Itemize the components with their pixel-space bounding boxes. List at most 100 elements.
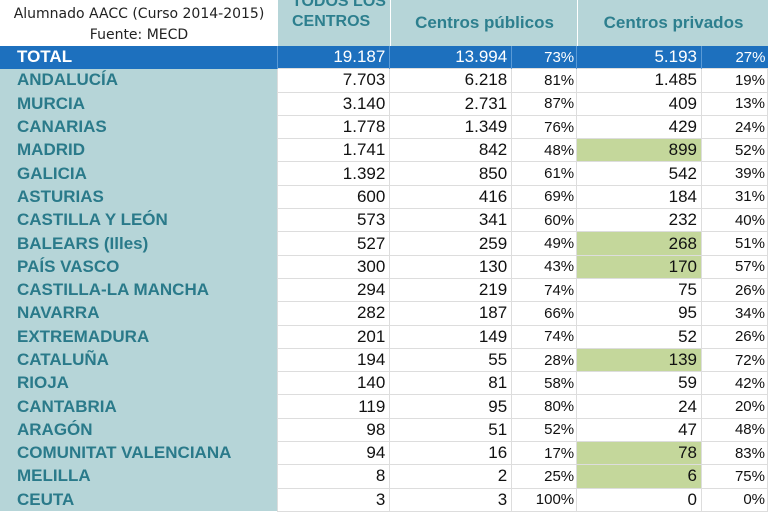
cell-privados-pct: 48% [701,417,768,443]
cell-todos: 19.187 [277,46,390,69]
table-row: COMUNITAT VALENCIANA 94 16 17% 78 83% [0,441,768,466]
row-name: CASTILLA Y LEÓN [0,208,278,232]
cell-privados: 5.193 [576,46,702,69]
cell-privados-pct: 13% [701,91,768,116]
cell-publicos-pct: 87% [511,91,578,116]
row-name: CANTABRIA [0,394,278,419]
cell-publicos-pct: 73% [511,46,577,69]
row-name: RIOJA [0,371,278,395]
cell-publicos-pct: 28% [511,347,578,373]
cell-todos: 201 [277,324,391,349]
cell-privados: 1.485 [576,68,703,93]
cell-privados-pct: 27% [701,46,768,69]
cell-privados-pct: 26% [701,277,768,303]
row-name: BALEARS (Illes) [0,231,278,256]
cell-todos: 527 [277,231,391,256]
cell-publicos-pct: 74% [511,324,578,349]
cell-privados: 429 [576,114,703,140]
cell-publicos-pct: 49% [511,231,578,256]
row-name: ANDALUCÍA [0,68,278,93]
cell-todos: 140 [277,371,391,396]
cell-publicos: 13.994 [389,46,512,69]
table-row: CANTABRIA 119 95 80% 24 20% [0,394,768,419]
cell-publicos: 187 [389,301,513,326]
cell-todos: 3.140 [277,91,391,116]
row-name: EXTREMADURA [0,325,278,349]
cell-todos: 1.741 [277,138,391,163]
table-row: CASTILLA-LA MANCHA 294 219 74% 75 26% [0,277,768,303]
cell-publicos: 842 [389,138,513,163]
row-name: MADRID [0,138,278,162]
cell-privados: 184 [576,184,703,210]
cell-publicos: 416 [389,184,513,210]
cell-publicos: 16 [389,441,513,466]
table-row: EXTREMADURA 201 149 74% 52 26% [0,324,768,349]
cell-todos: 300 [277,254,391,279]
table-row: BALEARS (Illes) 527 259 49% 268 51% [0,231,768,256]
cell-todos: 573 [277,208,391,233]
row-name: ASTURIAS [0,185,278,209]
table-caption: Alumnado AACC (Curso 2014-2015) Fuente: … [0,0,278,46]
cell-privados-pct: 52% [701,138,768,163]
cell-privados-pct: 42% [701,371,768,396]
cell-todos: 294 [277,277,391,303]
cell-publicos-pct: 81% [511,68,578,93]
caption-source: Fuente: MECD [89,27,189,43]
cell-privados: 232 [576,208,703,233]
cell-todos: 600 [277,184,391,210]
cell-privados-pct: 72% [701,347,768,373]
table-row: GALICIA 1.392 850 61% 542 39% [0,161,768,186]
table-row: ASTURIAS 600 416 69% 184 31% [0,184,768,210]
cell-publicos: 81 [389,371,513,396]
row-name: TOTAL [0,46,278,69]
cell-publicos-pct: 100% [511,487,578,512]
table-row: CEUTA 3 3 100% 0 0% [0,487,768,512]
caption-title: Alumnado AACC (Curso 2014-2015) [13,6,265,22]
cell-privados: 24 [576,394,703,419]
data-table: TOTAL 19.187 13.994 73% 5.193 27% ANDALU… [0,46,768,512]
cell-privados: 78 [576,441,703,466]
cell-publicos: 51 [389,417,513,443]
row-name: PAÍS VASCO [0,255,278,279]
row-name: CATALUÑA [0,348,278,372]
cell-privados: 59 [576,371,703,396]
table-row: NAVARRA 282 187 66% 95 34% [0,301,768,326]
cell-todos: 119 [277,394,391,419]
cell-publicos: 2 [389,464,513,489]
total-row: TOTAL 19.187 13.994 73% 5.193 27% [0,46,768,69]
cell-publicos-pct: 25% [511,464,578,489]
cell-todos: 282 [277,301,391,326]
cell-privados-pct: 19% [701,68,768,93]
cell-todos: 8 [277,464,391,489]
cell-privados: 409 [576,91,703,116]
cell-publicos: 130 [389,254,513,279]
cell-privados: 139 [576,347,703,373]
cell-publicos: 95 [389,394,513,419]
cell-todos: 1.778 [277,114,391,140]
row-name: GALICIA [0,161,278,186]
cell-publicos: 2.731 [389,91,513,116]
table-row: CATALUÑA 194 55 28% 139 72% [0,347,768,373]
cell-privados: 542 [576,161,703,186]
cell-privados-pct: 0% [701,487,768,512]
cell-publicos-pct: 69% [511,184,578,210]
cell-privados-pct: 31% [701,184,768,210]
cell-publicos: 850 [389,161,513,186]
cell-publicos-pct: 58% [511,371,578,396]
table-row: CANARIAS 1.778 1.349 76% 429 24% [0,114,768,140]
header-privados: Centros privados [577,0,768,46]
row-name: NAVARRA [0,301,278,326]
cell-privados: 75 [576,277,703,303]
cell-publicos: 219 [389,277,513,303]
header-todos: TODOS LOS CENTROS [278,0,390,46]
cell-privados-pct: 57% [701,254,768,279]
cell-privados: 170 [576,254,703,279]
cell-publicos: 149 [389,324,513,349]
row-name: CASTILLA-LA MANCHA [0,278,278,302]
cell-privados: 47 [576,417,703,443]
cell-privados: 52 [576,324,703,349]
table-row: ARAGÓN 98 51 52% 47 48% [0,417,768,443]
row-name: COMUNITAT VALENCIANA [0,441,278,465]
cell-privados-pct: 40% [701,208,768,233]
cell-privados-pct: 34% [701,301,768,326]
